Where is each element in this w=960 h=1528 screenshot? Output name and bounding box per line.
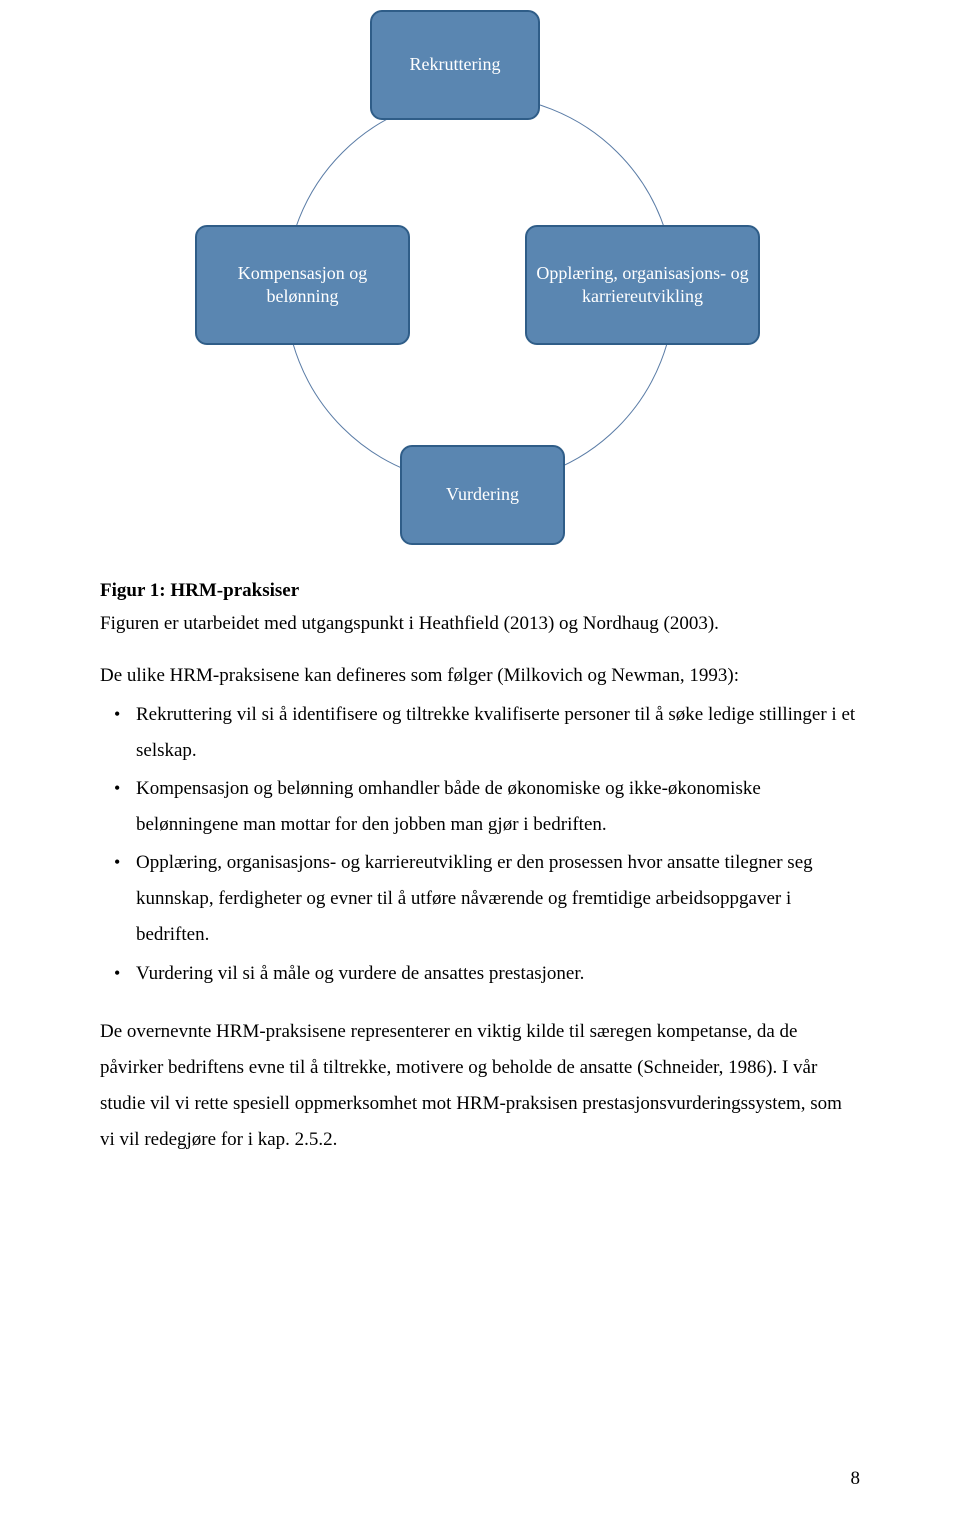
definitions-list: Rekruttering vil si å identifisere og ti… xyxy=(100,697,860,992)
node-label: Vurdering xyxy=(446,483,519,506)
node-rekruttering: Rekruttering xyxy=(370,10,540,120)
list-item: Kompensasjon og belønning omhandler både… xyxy=(136,771,860,843)
figure-caption-title: Figur 1: HRM-praksiser xyxy=(100,580,860,602)
list-item: Vurdering vil si å måle og vurdere de an… xyxy=(136,956,860,992)
body-paragraph: De overnevnte HRM-praksisene representer… xyxy=(100,1014,860,1158)
figure-caption-text: Figuren er utarbeidet med utgangspunkt i… xyxy=(100,610,860,639)
list-item: Rekruttering vil si å identifisere og ti… xyxy=(136,697,860,769)
node-label: Opplæring, organisasjons- og karriereutv… xyxy=(535,262,750,309)
list-item: Opplæring, organisasjons- og karriereutv… xyxy=(136,845,860,953)
page-number: 8 xyxy=(851,1468,861,1490)
node-vurdering: Vurdering xyxy=(400,445,565,545)
node-label: Kompensasjon og belønning xyxy=(205,262,400,309)
node-kompensasjon: Kompensasjon og belønning xyxy=(195,225,410,345)
definitions-lead: De ulike HRM-praksisene kan defineres so… xyxy=(100,661,860,691)
hrm-cycle-diagram: Rekruttering Kompensasjon og belønning O… xyxy=(205,0,755,560)
node-label: Rekruttering xyxy=(410,53,501,76)
node-opplaering: Opplæring, organisasjons- og karriereutv… xyxy=(525,225,760,345)
